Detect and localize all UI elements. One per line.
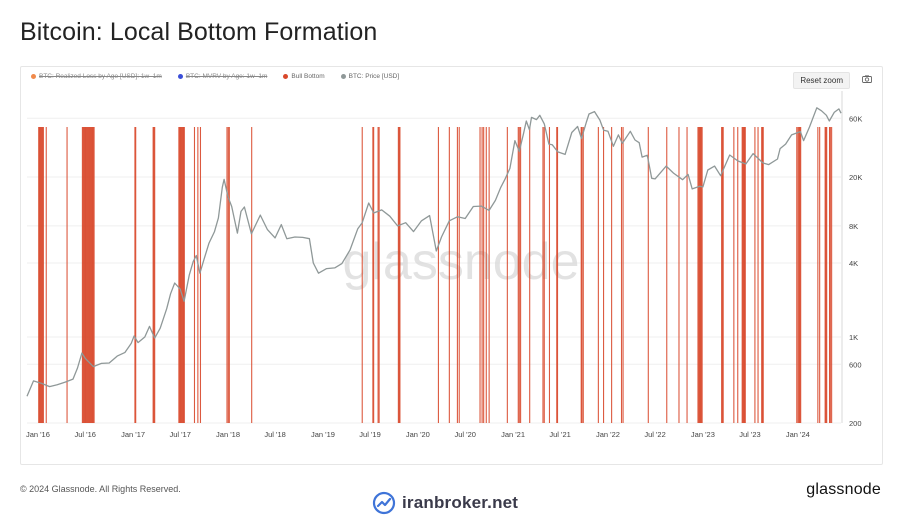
- bull-bottom-bars: [38, 127, 833, 423]
- x-tick-label: Jan '19: [311, 430, 335, 439]
- legend-label: Bull Bottom: [291, 73, 325, 80]
- x-tick-label: Jan '23: [691, 430, 715, 439]
- y-tick-label: 8K: [849, 222, 858, 231]
- x-tick-label: Jan '24: [786, 430, 810, 439]
- chart-watermark: glassnode: [342, 233, 579, 291]
- x-axis: Jan '16 Jul '16 Jan '17 Jul '17 Jan '18 Jul '…: [26, 430, 810, 439]
- y-tick-label: 4K: [849, 259, 858, 268]
- x-tick-label: Jan '17: [121, 430, 145, 439]
- price-chart[interactable]: glassnode Jan '16 Jul '16 Jan '17 Jul '17 Ja…: [21, 67, 882, 464]
- copyright-text: © 2024 Glassnode. All Rights Reserved.: [20, 484, 181, 494]
- legend-label: BTC: Realized Loss by Age [USD]: 1w–1m: [39, 73, 162, 80]
- x-tick-label: Jan '16: [26, 430, 50, 439]
- y-tick-label: 60K: [849, 114, 862, 123]
- x-tick-label: Jul '23: [739, 430, 760, 439]
- legend-dot-icon: [177, 74, 183, 79]
- x-tick-label: Jul '21: [549, 430, 570, 439]
- x-tick-label: Jul '16: [75, 430, 96, 439]
- site-watermark-text: iranbroker.net: [402, 493, 519, 512]
- legend-label: BTC: MVRV by Age: 1w–1m: [185, 73, 268, 80]
- y-tick-label: 20K: [849, 173, 862, 182]
- price-series: [26, 107, 842, 397]
- price-line: [26, 107, 842, 397]
- y-axis: 200 600 1K 4K 8K 20K 60K: [841, 91, 862, 428]
- legend: BTC: Realized Loss by Age [USD]: 1w–1m B…: [31, 73, 399, 80]
- x-tick-label: Jul '18: [264, 430, 285, 439]
- legend-dot-icon: [283, 74, 289, 79]
- legend-label: BTC: Price [USD]: [348, 73, 400, 80]
- x-tick-label: Jan '21: [501, 430, 525, 439]
- legend-item-mvrv[interactable]: BTC: MVRV by Age: 1w–1m: [177, 73, 268, 80]
- y-tick-label: 1K: [849, 333, 858, 342]
- legend-item-bull-bottom[interactable]: Bull Bottom: [283, 73, 325, 80]
- x-tick-label: Jan '18: [216, 430, 240, 439]
- page-title: Bitcoin: Local Bottom Formation: [20, 18, 378, 46]
- y-tick-label: 600: [849, 360, 862, 369]
- legend-item-realized-loss[interactable]: BTC: Realized Loss by Age [USD]: 1w–1m: [31, 73, 162, 80]
- camera-icon[interactable]: [862, 75, 872, 83]
- x-tick-label: Jul '19: [359, 430, 380, 439]
- grid-lines: [27, 117, 841, 424]
- chart-card: glassnode Jan '16 Jul '16 Jan '17 Jul '17 Ja…: [20, 66, 883, 465]
- site-watermark: iranbroker.net: [372, 491, 518, 515]
- x-tick-label: Jan '20: [406, 430, 430, 439]
- x-tick-label: Jan '22: [596, 430, 620, 439]
- chart-trend-icon: [372, 491, 396, 515]
- x-tick-label: Jul '17: [169, 430, 190, 439]
- legend-dot-icon: [31, 74, 36, 79]
- y-tick-label: 200: [849, 419, 862, 428]
- brand-logo: glassnode: [806, 481, 881, 498]
- legend-dot-icon: [340, 74, 346, 79]
- x-tick-label: Jul '20: [454, 430, 475, 439]
- x-tick-label: Jul '22: [644, 430, 665, 439]
- reset-zoom-button[interactable]: Reset zoom: [793, 72, 850, 89]
- legend-item-price[interactable]: BTC: Price [USD]: [340, 73, 400, 80]
